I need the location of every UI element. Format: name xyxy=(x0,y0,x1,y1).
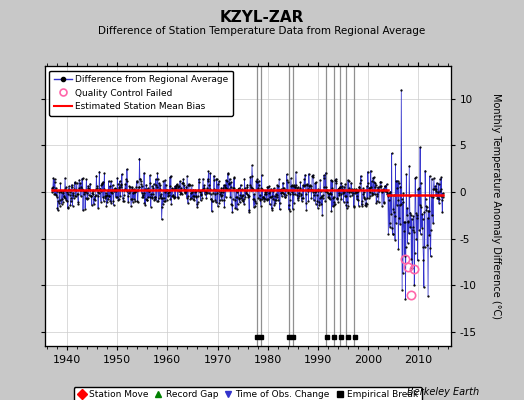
Text: Difference of Station Temperature Data from Regional Average: Difference of Station Temperature Data f… xyxy=(99,26,425,36)
Y-axis label: Monthly Temperature Anomaly Difference (°C): Monthly Temperature Anomaly Difference (… xyxy=(490,93,500,319)
Text: Berkeley Earth: Berkeley Earth xyxy=(407,387,479,397)
Text: KZYL-ZAR: KZYL-ZAR xyxy=(220,10,304,25)
Legend: Station Move, Record Gap, Time of Obs. Change, Empirical Break: Station Move, Record Gap, Time of Obs. C… xyxy=(74,387,421,400)
